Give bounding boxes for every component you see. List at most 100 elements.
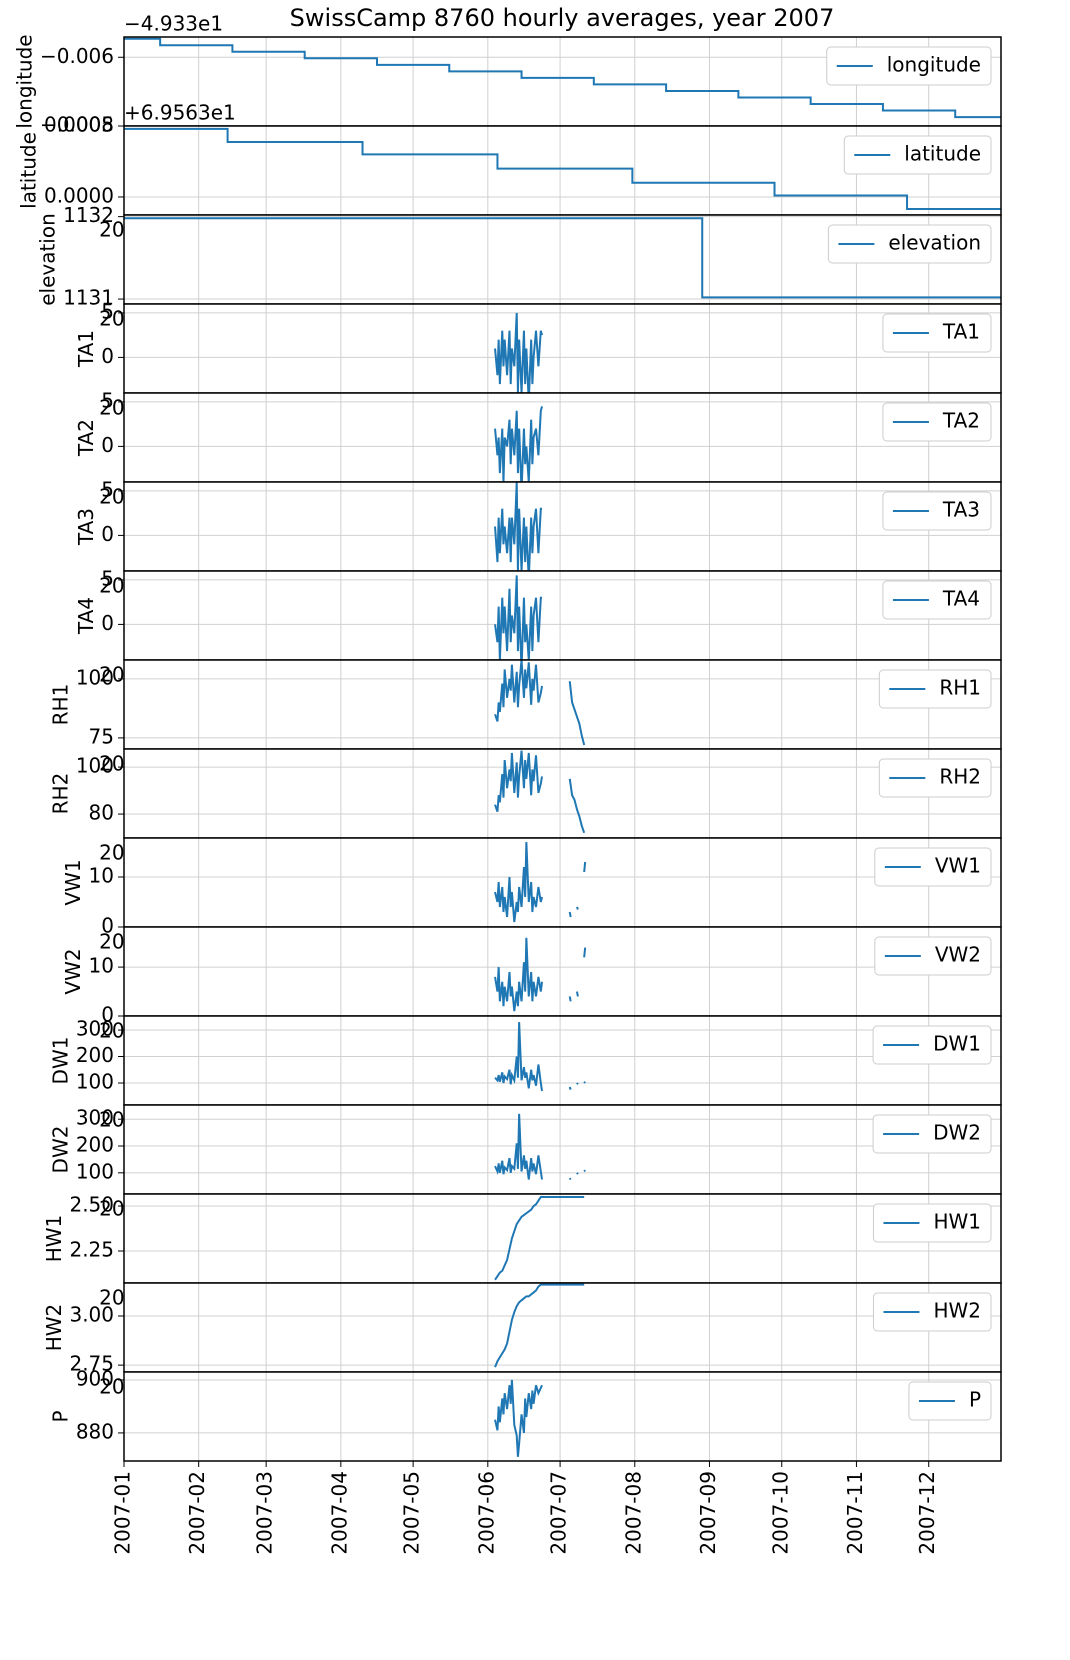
- legend: VW2: [874, 936, 992, 976]
- legend-label: TA4: [942, 587, 980, 611]
- legend-box: [843, 135, 992, 175]
- y-axis-label: TA2: [74, 419, 98, 457]
- x-tick-label: 2007-11: [843, 1471, 867, 1555]
- plot-area: [124, 1194, 1001, 1283]
- x-tick-label: 2007-03: [253, 1471, 277, 1555]
- y-tick-label: 0: [101, 1003, 114, 1027]
- data-line: [124, 127, 1001, 211]
- x-tick-label: 2007-12: [915, 1471, 939, 1555]
- y-tick-label: 900: [76, 1366, 114, 1390]
- legend-label: TA1: [942, 320, 980, 344]
- y-tick-label: −0.008: [40, 113, 114, 137]
- y-tick-label: 5: [101, 477, 114, 501]
- y-tick-label: 300: [76, 1017, 114, 1041]
- y-tick-label: 75: [89, 724, 114, 748]
- y-tick-label: 0: [101, 914, 114, 938]
- data-line: [494, 1022, 586, 1092]
- legend-label: longitude: [887, 53, 981, 77]
- series-group: [494, 575, 543, 660]
- legend-box: [882, 313, 992, 353]
- y-tick-label: 200: [76, 1133, 114, 1157]
- plot-area: [124, 1016, 1001, 1105]
- legend-box: [882, 491, 992, 531]
- chart-title: SwissCamp 8760 hourly averages, year 200…: [290, 4, 835, 32]
- y-axis-label: DW1: [48, 1037, 72, 1085]
- y-tick-label: 300: [76, 1106, 114, 1130]
- plot-area: [124, 927, 1001, 1016]
- legend-box: [872, 1203, 992, 1243]
- data-line: [494, 1379, 543, 1457]
- plot-area: [124, 1105, 1001, 1194]
- legend-label: HW2: [933, 1299, 981, 1323]
- series-group: [494, 406, 543, 482]
- legend: TA2: [882, 402, 992, 442]
- legend: RH1: [878, 669, 992, 709]
- series-group: [494, 1196, 585, 1281]
- legend: VW1: [874, 847, 992, 887]
- data-line: [494, 841, 587, 923]
- y-axis-label: RH2: [48, 773, 72, 815]
- series-group: [494, 1379, 543, 1457]
- x-tick-label: 2007-02: [185, 1471, 209, 1555]
- legend: RH2: [878, 758, 992, 798]
- legend-label: RH1: [939, 676, 981, 700]
- plot-area: [124, 482, 1001, 571]
- y-tick-label: 2.75: [69, 1352, 114, 1376]
- y-tick-label: 2.25: [69, 1237, 114, 1261]
- data-line: [494, 750, 586, 834]
- y-tick-label: 100: [76, 754, 114, 778]
- y-axis-label: TA3: [74, 508, 98, 546]
- y-tick-label: 5: [101, 388, 114, 412]
- y-tick-label: −0.006: [40, 44, 114, 68]
- x-tick-label: 2007-04: [327, 1471, 351, 1555]
- plot-area: [124, 749, 1001, 838]
- plot-area: [124, 393, 1001, 482]
- legend-label: TA3: [942, 498, 980, 522]
- legend-label: VW1: [935, 854, 981, 878]
- legend-box: [872, 1292, 992, 1332]
- data-line: [124, 37, 1001, 119]
- series-group: [124, 37, 1001, 119]
- legend-box: [872, 1114, 992, 1154]
- y-tick-label: 0: [101, 611, 114, 635]
- series-group: [494, 937, 587, 1012]
- y-tick-label: 0.0005: [44, 113, 114, 137]
- legend: TA1: [882, 313, 992, 353]
- y-axis-label: TA1: [74, 330, 98, 368]
- plot-area: [124, 571, 1001, 660]
- series-group: [494, 1022, 586, 1092]
- series-group: [494, 312, 543, 393]
- data-line: [494, 1113, 586, 1181]
- series-group: [494, 660, 586, 746]
- series-group: [494, 482, 543, 571]
- y-axis-label: VW2: [61, 948, 85, 994]
- plot-area: [124, 1283, 1001, 1372]
- y-tick-label: 1132: [63, 203, 114, 227]
- legend-label: RH2: [939, 765, 981, 789]
- x-tick-label: 2007-06: [474, 1471, 498, 1555]
- y-axis-label: latitude: [17, 132, 41, 209]
- legend-box: [827, 224, 992, 264]
- legend-box: [878, 669, 992, 709]
- offset-text: −4.933e1: [124, 12, 223, 36]
- series-group: [494, 750, 586, 834]
- x-tick-label: 2007-07: [547, 1471, 571, 1555]
- legend-label: DW1: [933, 1032, 981, 1056]
- offset-text: +6.9563e1: [124, 101, 236, 125]
- y-tick-label: 0: [101, 344, 114, 368]
- series-group: [124, 127, 1001, 211]
- legend: TA4: [882, 580, 992, 620]
- y-tick-label: 2.50: [69, 1193, 114, 1217]
- data-line: [494, 482, 543, 571]
- legend-label: VW2: [935, 943, 981, 967]
- data-line: [494, 1196, 585, 1281]
- legend-label: elevation: [888, 231, 981, 255]
- series-group: [494, 841, 587, 923]
- data-line: [494, 660, 586, 746]
- y-axis-label: longitude: [12, 34, 36, 128]
- y-tick-label: 100: [76, 665, 114, 689]
- y-tick-label: 0: [101, 522, 114, 546]
- legend: longitude: [826, 46, 992, 86]
- data-line: [124, 217, 1001, 299]
